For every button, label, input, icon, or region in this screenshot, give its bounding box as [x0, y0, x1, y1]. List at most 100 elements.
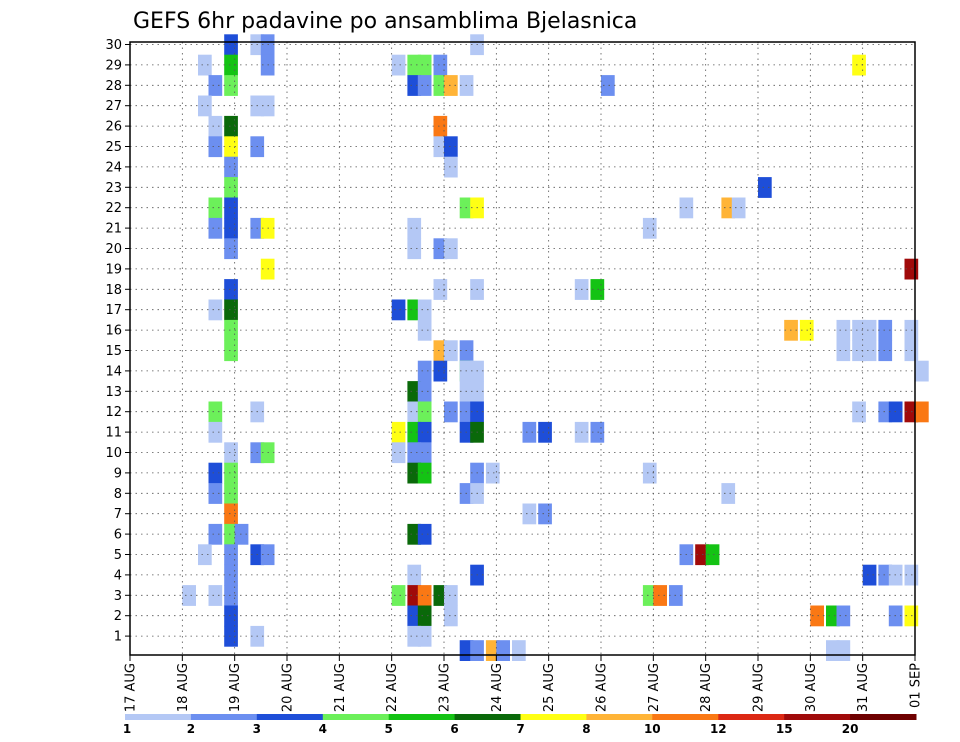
y-tick-label: 12: [105, 405, 122, 420]
precip-cell: [198, 54, 212, 76]
colorbar: 1 2 3 4 5 6 7 8 10 12 15 20: [123, 714, 917, 736]
y-tick-label: 13: [105, 385, 122, 400]
y-tick-label: 30: [105, 38, 122, 53]
colorbar-label: 10: [644, 722, 661, 736]
chart-title: GEFS 6hr padavine po ansamblima Bjelasni…: [133, 9, 637, 34]
y-tick-label: 21: [105, 222, 122, 237]
precip-cell: [208, 197, 223, 219]
x-tick-label: 21 AUG: [333, 663, 348, 712]
precip-cell: [224, 34, 238, 56]
precip-cell: [444, 605, 458, 627]
precip-cell: [538, 421, 552, 443]
x-tick-label: 22 AUG: [385, 663, 400, 712]
x-tick-label: 27 AUG: [647, 663, 662, 712]
precip-cell: [208, 483, 223, 504]
colorbar-label: 20: [842, 722, 859, 736]
colorbar-swatch: [586, 714, 653, 720]
precip-cell: [224, 156, 238, 178]
precip-cell: [407, 381, 422, 402]
colorbar-label: 4: [319, 722, 327, 736]
y-tick-label: 22: [105, 201, 122, 216]
precip-cell: [417, 299, 432, 321]
precip-cell: [836, 319, 851, 341]
precip-cell: [653, 585, 667, 606]
precip-cell: [642, 217, 657, 239]
precip-cell: [182, 585, 196, 606]
precip-cell: [391, 299, 406, 321]
precip-cell: [836, 640, 851, 661]
precip-cell: [224, 177, 238, 198]
precip-cell: [642, 462, 657, 484]
precip-cell: [852, 401, 866, 423]
y-tick-label: 29: [105, 58, 122, 73]
precip-cell: [642, 585, 657, 606]
precip-cell: [496, 640, 510, 661]
precip-cell: [433, 238, 448, 260]
precip-cell: [433, 360, 448, 382]
colorbar-swatch: [322, 714, 390, 720]
precip-cell: [407, 625, 422, 647]
precip-cell: [407, 401, 422, 423]
precip-cell: [224, 462, 238, 484]
precip-cell: [198, 544, 212, 566]
precip-cell: [836, 605, 851, 627]
x-tick-label: 28 AUG: [699, 663, 714, 712]
colorbar-swatch: [454, 714, 521, 720]
colorbar-swatch: [784, 714, 851, 720]
precip-cell: [878, 564, 893, 586]
precip-cell: [512, 640, 526, 661]
precip-cell: [444, 340, 458, 362]
precip-cell: [208, 523, 223, 545]
y-tick-label: 27: [105, 99, 122, 114]
precip-cell: [470, 640, 484, 661]
precip-cell: [407, 585, 422, 606]
precip-cell: [878, 340, 893, 362]
precip-cell: [444, 136, 458, 158]
x-tick-label: 23 AUG: [438, 663, 453, 712]
precip-cell: [224, 605, 238, 627]
precip-cell: [731, 197, 746, 219]
precip-cell: [417, 421, 432, 443]
precip-cell: [417, 442, 432, 464]
y-tick-label: 19: [105, 262, 122, 277]
x-axis: 17 AUG 18 AUG 19 AUG 20 AUG 21 AUG 22 AUG 23 A…: [124, 655, 924, 712]
precip-cell: [433, 75, 448, 96]
y-tick-label: 28: [105, 79, 122, 94]
precip-cell: [407, 217, 422, 239]
colorbar-label: 15: [776, 722, 793, 736]
precip-cell: [915, 401, 929, 423]
precip-cell: [433, 585, 448, 606]
precip-cell: [721, 197, 736, 219]
precip-cell: [862, 319, 877, 341]
precip-cell: [433, 54, 448, 76]
colorbar-label: 12: [710, 722, 727, 736]
x-tick-label: 30 AUG: [804, 663, 819, 712]
y-axis: 1234567891011121314151617181920212223242…: [105, 38, 130, 645]
precip-cell: [224, 564, 238, 586]
precip-cell: [417, 401, 432, 423]
precip-cell: [208, 217, 223, 239]
y-tick-label: 15: [105, 344, 122, 359]
y-tick-label: 4: [114, 568, 122, 583]
colorbar-swatch: [652, 714, 719, 720]
precip-cell: [407, 523, 422, 545]
colorbar-label: 2: [187, 722, 195, 736]
precip-cell: [878, 319, 893, 341]
precip-cell: [417, 319, 432, 341]
precip-cell: [826, 605, 840, 627]
colorbar-swatch: [190, 714, 258, 720]
y-tick-label: 2: [114, 609, 122, 624]
precip-cell: [208, 462, 223, 484]
y-tick-label: 17: [105, 303, 122, 318]
colorbar-label: 3: [253, 722, 261, 736]
y-tick-label: 10: [105, 446, 122, 461]
precip-cell: [224, 523, 238, 545]
precip-cell: [862, 564, 877, 586]
precip-cell: [224, 217, 238, 239]
x-tick-label: 19 AUG: [228, 663, 243, 712]
precip-cell: [234, 523, 249, 545]
y-tick-label: 23: [105, 181, 122, 196]
precip-cell: [407, 605, 422, 627]
colorbar-swatch: [388, 714, 456, 720]
y-tick-label: 3: [114, 589, 122, 604]
